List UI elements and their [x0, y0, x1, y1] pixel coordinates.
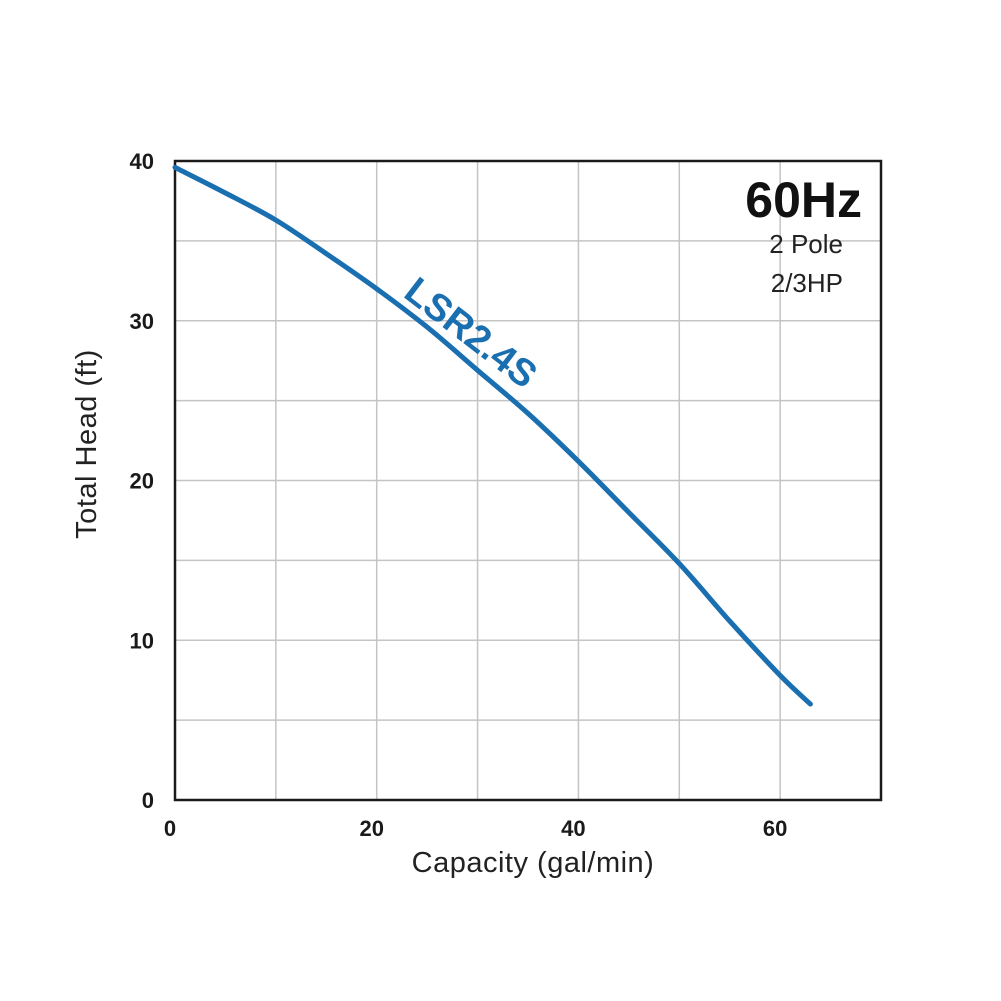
- x-tick-label: 40: [561, 816, 585, 841]
- plot-frame: [173, 159, 883, 802]
- grid: [175, 161, 881, 800]
- y-tick-label: 10: [130, 628, 154, 653]
- y-tick-label: 20: [130, 469, 154, 494]
- power-label: 2/3HP: [771, 268, 843, 298]
- series-label: LSR2.4S: [397, 270, 545, 397]
- poles-label: 2 Pole: [769, 229, 843, 259]
- x-tick-label: 60: [763, 816, 787, 841]
- y-tick-labels: 0 10 20 30 40: [130, 149, 154, 813]
- frequency-label: 60Hz: [745, 172, 862, 228]
- x-axis-label: Capacity (gal/min): [412, 847, 655, 879]
- y-tick-label: 30: [130, 309, 154, 334]
- y-tick-label: 40: [130, 149, 154, 174]
- series-line-lsr2-4s: [172, 164, 813, 707]
- x-tick-label: 20: [359, 816, 383, 841]
- x-tick-label: 0: [164, 816, 176, 841]
- y-axis-label: Total Head (ft): [71, 349, 103, 539]
- y-tick-label: 0: [142, 788, 154, 813]
- x-tick-labels: 0 20 40 60: [164, 816, 788, 841]
